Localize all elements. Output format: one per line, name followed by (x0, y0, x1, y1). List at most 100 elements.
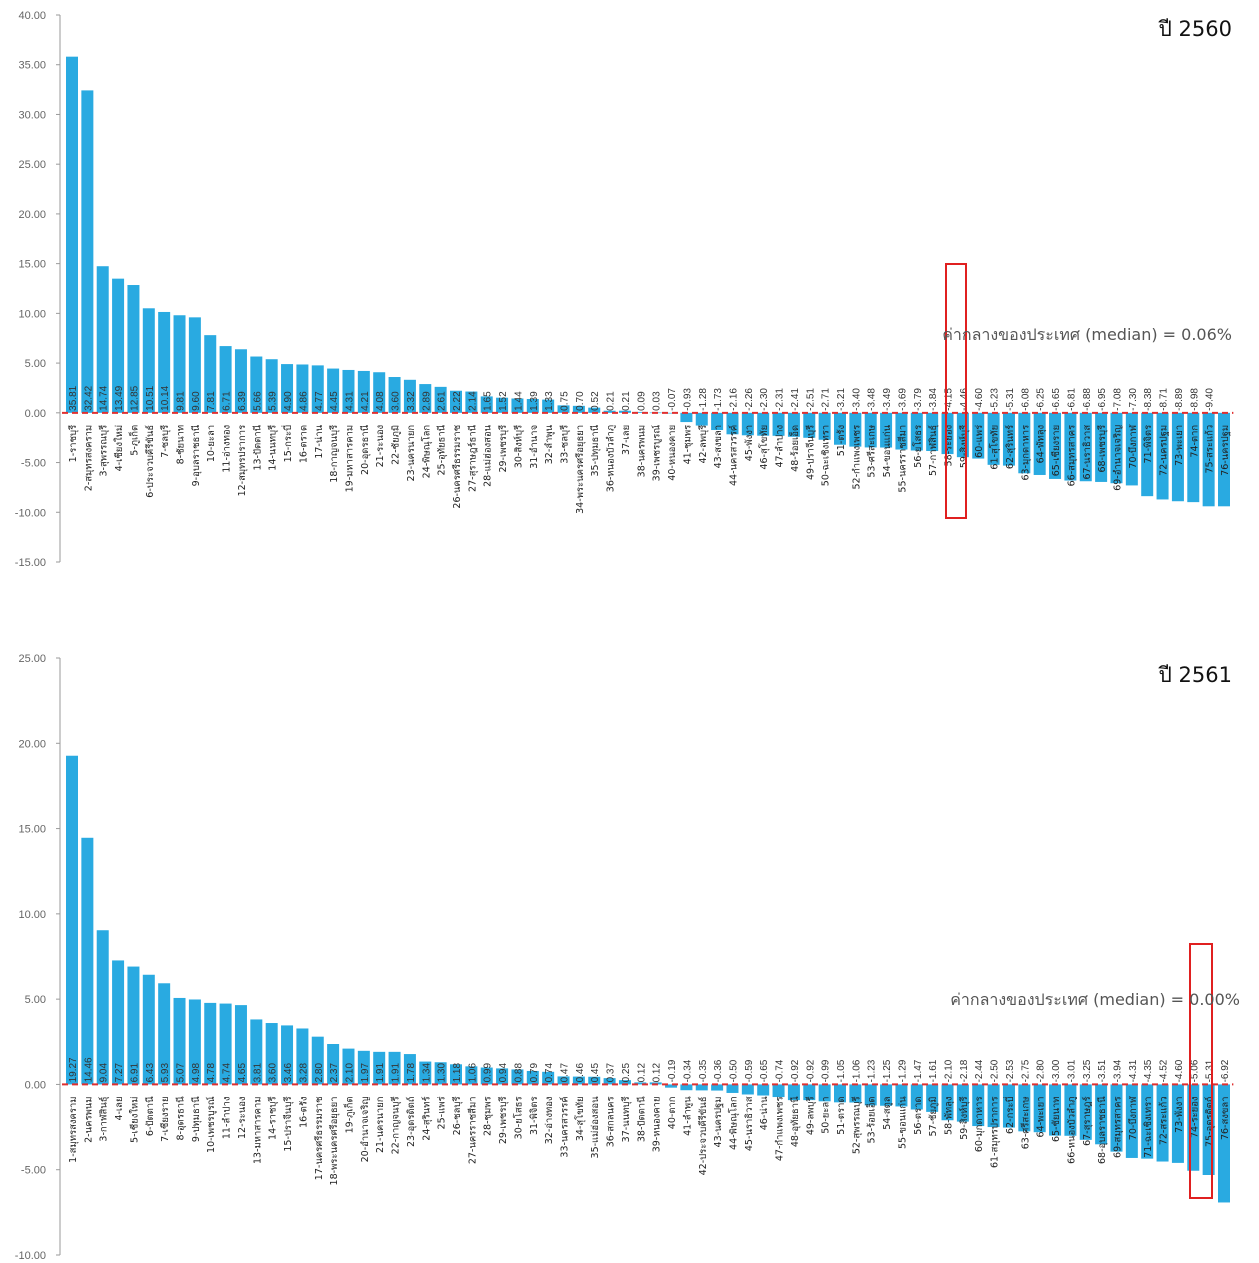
bar (173, 315, 186, 413)
bar (1079, 1084, 1092, 1140)
bar (342, 1048, 355, 1085)
data-label: 1.91 (375, 1063, 386, 1083)
data-label: 6.71 (222, 391, 233, 411)
bar (1079, 412, 1092, 482)
category-label: 12-สมุทรปราการ (237, 425, 248, 497)
data-label: 10.51 (145, 385, 156, 410)
category-label: 15-ปราจีนบุรี (282, 1096, 294, 1151)
bar (787, 1084, 800, 1101)
data-label: 1.34 (421, 1063, 432, 1083)
y-tick-label: 25.00 (18, 159, 46, 171)
bar (849, 1084, 862, 1103)
data-label: -5.23 (990, 388, 1001, 411)
data-label: 5.07 (176, 1063, 187, 1083)
data-label: -0.50 (728, 1059, 739, 1082)
data-label: -2.80 (1036, 1059, 1047, 1082)
category-label: 3-สุพรรณบุรี (98, 425, 110, 477)
category-label: 24-พิษณุโลก (420, 425, 432, 479)
bar (112, 278, 125, 413)
category-label: 67-สุราษฎร์ (1081, 1096, 1093, 1146)
category-label: 69-อำนาจเจริญ (1112, 425, 1123, 491)
y-tick-label: -15.00 (15, 557, 46, 569)
category-label: 35-แม่ฮ่องสอน (590, 1096, 601, 1159)
data-label: -6.81 (1066, 388, 1077, 411)
category-label: 7-ชลบุรี (159, 425, 171, 458)
bar (557, 1076, 570, 1085)
data-label: -1.23 (867, 1059, 878, 1082)
category-label: 4-เลย (114, 1096, 125, 1120)
data-label: -2.10 (944, 1059, 955, 1082)
data-label: 2.22 (452, 391, 463, 411)
category-label: 19-มหาสารคาม (344, 425, 355, 493)
data-label: -3.00 (1051, 1059, 1062, 1082)
data-label: -3.40 (851, 388, 862, 411)
category-label: 21-ระนอง (375, 425, 386, 468)
category-label: 55-นครราชสีมา (896, 425, 908, 493)
bar (849, 412, 862, 447)
category-label: 2-นครพนม (83, 1096, 94, 1142)
data-label: -1.25 (882, 1059, 893, 1082)
bar (234, 1005, 247, 1085)
data-label: -2.51 (805, 388, 816, 411)
y-tick-label: 5.00 (25, 358, 46, 370)
category-label: 63-ศรีสะเกษ (1019, 1096, 1031, 1149)
bar (188, 317, 201, 413)
bar (603, 1078, 616, 1085)
category-label: 62-สุรินทร์ (1004, 425, 1016, 469)
bar (357, 1050, 370, 1085)
bar (327, 368, 340, 413)
data-label: -2.71 (821, 388, 832, 411)
category-label: 43-นครปฐม (713, 1096, 724, 1147)
category-label: 19-ภูเก็ต (342, 1096, 355, 1133)
bar (342, 369, 355, 413)
category-label: 42-ประจวบคีรีขันธ์ (697, 1096, 709, 1175)
category-label: 27-สุราษฎร์ธานี (466, 424, 478, 492)
bar (572, 1076, 585, 1085)
category-label: 30-ยโสธร (512, 1096, 524, 1139)
data-label: -2.75 (1020, 1059, 1031, 1082)
data-label: 9.60 (191, 391, 202, 411)
data-label: 0.25 (621, 1063, 632, 1083)
category-label: 9-ปทุมธานี (190, 1096, 202, 1142)
category-label: 45-พังงา (744, 425, 755, 461)
category-label: 17-น่าน (314, 424, 325, 458)
data-label: -2.18 (959, 1059, 970, 1082)
bar (1002, 1084, 1015, 1128)
bar (142, 974, 155, 1085)
category-label: 31-อำนาจ (529, 425, 540, 469)
category-label: 66-สมุทรสาคร (1066, 425, 1077, 487)
bar (618, 410, 631, 413)
data-label: 2.89 (421, 391, 432, 411)
data-label: 0.46 (575, 1063, 586, 1083)
category-label: 3-กาฬสินธุ์ (98, 1096, 110, 1141)
data-label: -2.53 (1005, 1059, 1016, 1082)
bar (496, 1068, 509, 1085)
bar (695, 412, 708, 426)
category-label: 71-ฉะเชิงเทรา (1143, 1096, 1154, 1157)
category-label: 59-สิงห์บุรี (958, 425, 970, 468)
bar (96, 266, 109, 413)
data-label: -0.74 (775, 1059, 786, 1082)
data-label: 1.52 (498, 391, 509, 411)
bar (680, 1084, 693, 1091)
bar (818, 412, 831, 440)
category-label: 30-สิงห์บุรี (512, 425, 524, 468)
bar (711, 1084, 724, 1091)
bar (1049, 412, 1062, 479)
bar (665, 1084, 678, 1088)
bar (250, 1019, 263, 1085)
category-label: 48-ร้อยเอ็ด (788, 425, 801, 472)
bar (188, 999, 201, 1085)
bar (1171, 412, 1184, 502)
data-label: -8.38 (1143, 388, 1154, 411)
data-label: 5.66 (252, 391, 263, 411)
bar (327, 1044, 340, 1085)
data-label: 4.45 (329, 391, 340, 411)
category-label: 41-ลำพูน (682, 1096, 693, 1136)
category-label: 24-สุรินทร์ (420, 1096, 432, 1140)
bar (603, 410, 616, 413)
bar (941, 412, 954, 455)
category-label: 70-บึงกาฬ (1128, 424, 1139, 468)
bar (956, 1084, 969, 1122)
data-label: 0.75 (560, 391, 571, 411)
